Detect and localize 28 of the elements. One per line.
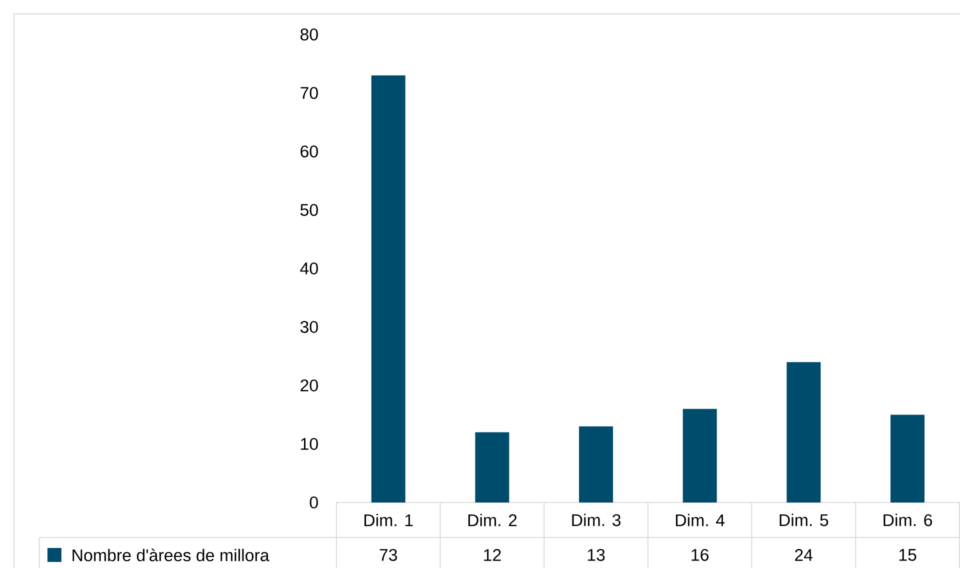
bar (579, 426, 614, 502)
y-tick-label: 20 (300, 379, 318, 392)
data-label: 13 (588, 548, 605, 561)
x-tick-label: Dim. 6 (884, 514, 932, 526)
x-tick-label: Dim. 5 (780, 514, 828, 526)
x-tick-label: Dim. 3 (572, 514, 621, 526)
data-label: 24 (795, 549, 813, 561)
x-tick-label: Dim. 1 (364, 514, 413, 526)
y-tick-label: 0 (310, 496, 318, 508)
data-label: 12 (484, 549, 501, 561)
bar (371, 75, 406, 502)
y-tick-label: 70 (300, 86, 318, 99)
bar (890, 414, 925, 502)
y-tick-label: 10 (301, 438, 318, 450)
y-tick-label: 60 (300, 145, 318, 158)
data-label: 15 (899, 549, 916, 561)
y-tick-label: 80 (300, 28, 318, 40)
data-label: 73 (380, 548, 397, 561)
legend-label: Nombre d'àrees de millora (72, 548, 270, 562)
x-tick-label: Dim. 2 (468, 514, 517, 526)
y-tick-label: 30 (300, 320, 318, 333)
data-label: 16 (692, 548, 708, 561)
bar (682, 408, 717, 502)
bar (786, 362, 821, 502)
bar (475, 432, 510, 502)
y-tick-label: 40 (300, 262, 318, 274)
x-tick-label: Dim. 4 (676, 514, 725, 526)
y-tick-label: 50 (300, 204, 318, 216)
